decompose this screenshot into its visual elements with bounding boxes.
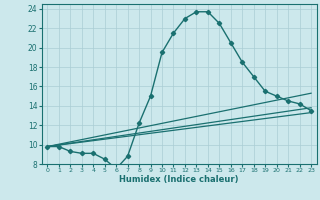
X-axis label: Humidex (Indice chaleur): Humidex (Indice chaleur) (119, 175, 239, 184)
